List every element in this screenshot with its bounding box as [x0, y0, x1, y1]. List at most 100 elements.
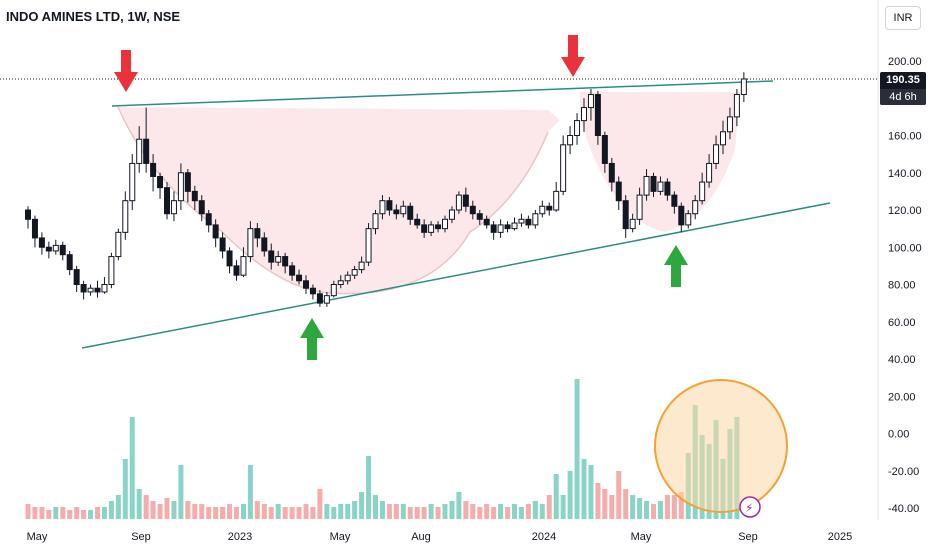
candle-down	[483, 218, 490, 226]
candle-down	[303, 280, 309, 289]
candle-up	[560, 144, 567, 192]
volume-bar	[477, 507, 483, 519]
volume-bar	[407, 507, 413, 519]
candle-down	[80, 284, 87, 293]
candle-up	[518, 218, 525, 224]
candle-up	[720, 131, 726, 146]
candle-up	[247, 228, 254, 258]
volume-bar	[275, 504, 281, 519]
lightning-badge	[739, 496, 761, 518]
volume-bar	[317, 489, 323, 519]
candle-down	[615, 181, 622, 202]
volume-bar	[359, 492, 365, 519]
volume-bar	[664, 495, 670, 519]
candle-down	[25, 209, 31, 220]
candle-up	[657, 181, 664, 192]
volume-bar	[366, 456, 372, 519]
candle-up	[442, 218, 448, 230]
y-tick-label: 120.00	[888, 205, 922, 217]
candle-up	[52, 244, 59, 252]
volume-bar	[539, 504, 545, 519]
volume-bar	[442, 504, 448, 519]
x-axis-label: 2025	[828, 531, 852, 543]
candle-up	[330, 284, 337, 297]
volume-bar	[310, 507, 316, 519]
volume-bar	[25, 504, 31, 519]
candle-down	[226, 250, 233, 267]
volume-bar	[595, 483, 601, 519]
candle-up	[240, 256, 247, 276]
candle-up	[511, 222, 518, 230]
volume-bar	[67, 510, 73, 519]
volume-bar	[157, 504, 163, 519]
candle-up	[455, 194, 462, 211]
candle-down	[268, 250, 275, 263]
candle-up	[379, 200, 386, 215]
candle-up	[129, 162, 136, 202]
candle-down	[31, 218, 38, 239]
volume-bar	[428, 504, 434, 519]
y-tick-label: 40.00	[888, 354, 916, 366]
volume-bar	[651, 504, 656, 519]
green-up-arrow-left	[300, 318, 324, 360]
candle-up	[115, 231, 122, 258]
candle-down	[59, 244, 66, 256]
candle-up	[699, 181, 706, 202]
volume-bar	[609, 495, 615, 519]
candle-down	[309, 287, 316, 295]
candle-down	[191, 190, 198, 202]
volume-bar	[254, 501, 260, 519]
x-axis-label: 2024	[532, 531, 556, 543]
candle-down	[601, 135, 608, 164]
volume-bar	[352, 501, 358, 519]
volume-bar	[505, 507, 511, 519]
candle-up	[581, 107, 587, 122]
candle-up	[567, 135, 574, 146]
candle-up	[629, 218, 636, 230]
volume-bar	[456, 492, 462, 519]
last-price-value: 190.35	[886, 74, 920, 86]
x-axis-label: Sep	[131, 531, 151, 543]
volume-bar	[282, 507, 288, 519]
currency-button[interactable]: INR	[885, 6, 921, 30]
volume-bar	[623, 489, 629, 519]
volume-bar	[324, 504, 330, 519]
volume-bar	[220, 507, 226, 519]
candle-up	[400, 205, 407, 215]
x-axis-label: Aug	[411, 531, 431, 543]
y-tick-label: 60.00	[888, 317, 916, 329]
volume-bar	[553, 474, 559, 519]
volume-bar	[227, 504, 233, 519]
volume-bar	[546, 495, 552, 519]
volume-bar	[567, 471, 573, 519]
candle-up	[275, 256, 282, 263]
candle-down	[316, 293, 323, 304]
volume-bar	[206, 507, 212, 519]
x-axis-label: May	[631, 531, 652, 543]
candle-down	[66, 254, 73, 271]
volume-bar	[414, 507, 420, 519]
candle-up	[532, 213, 539, 226]
candle-down	[157, 175, 164, 189]
candle-up	[351, 269, 358, 276]
volume-bar	[199, 504, 205, 519]
volume-bar	[171, 501, 177, 519]
volume-bar	[331, 507, 337, 519]
candle-up	[685, 213, 692, 226]
y-tick-label: 100.00	[888, 242, 922, 254]
volume-bar	[379, 501, 385, 519]
candle-down	[407, 205, 414, 220]
candle-down	[414, 218, 421, 226]
chart-title: INDO AMINES LTD, 1W, NSE	[6, 9, 181, 24]
volume-bar	[143, 495, 149, 519]
candle-down	[38, 237, 45, 248]
volume-bar	[449, 501, 455, 519]
volume-bar	[234, 507, 239, 519]
candle-down	[476, 213, 483, 220]
candle-up	[636, 194, 643, 220]
candle-up	[574, 120, 581, 136]
candle-up	[323, 295, 330, 304]
volume-bar	[60, 507, 66, 519]
candle-down	[546, 205, 553, 211]
